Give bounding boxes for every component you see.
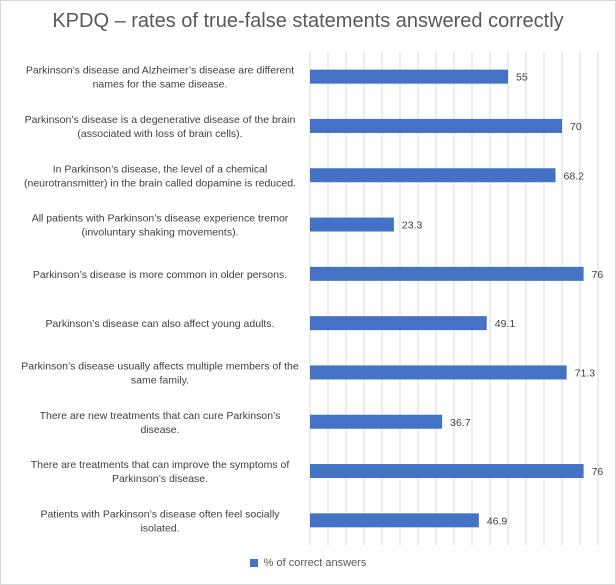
bar xyxy=(310,316,487,331)
bar xyxy=(310,266,584,281)
category-label: Parkinson’s disease is a degenerative di… xyxy=(25,114,296,140)
data-label: 76 xyxy=(592,466,604,478)
data-label: 68.2 xyxy=(564,170,585,182)
data-label: 55 xyxy=(516,72,528,84)
legend-label: % of correct answers xyxy=(263,557,367,570)
chart-title: KPDQ – rates of true-false statements an… xyxy=(52,10,564,32)
bar xyxy=(310,217,394,232)
category-label: There are new treatments that can cure P… xyxy=(40,410,281,436)
category-label: Parkinson’s disease and Alzheimer’s dise… xyxy=(26,65,294,91)
category-label: Parkinson’s disease can also affect youn… xyxy=(45,318,274,330)
category-label: Parkinson’s disease is more common in ol… xyxy=(33,269,287,281)
category-label: Parkinson’s disease usually affects mult… xyxy=(21,360,299,386)
bar xyxy=(310,365,567,380)
data-label: 36.7 xyxy=(450,417,471,429)
category-label: In Parkinson’s disease, the level of a c… xyxy=(24,163,296,189)
category-label: All patients with Parkinson’s disease ex… xyxy=(32,213,289,239)
bar xyxy=(310,168,556,183)
data-label: 70 xyxy=(570,121,582,133)
legend: % of correct answers xyxy=(0,557,616,569)
bar xyxy=(310,118,562,133)
bar xyxy=(310,69,508,84)
category-label: There are treatments that can improve th… xyxy=(31,459,290,485)
legend-swatch xyxy=(249,559,258,568)
bar xyxy=(310,513,479,528)
data-label: 76 xyxy=(592,269,604,281)
category-label: Patients with Parkinson’s disease often … xyxy=(40,508,280,534)
bar xyxy=(310,414,443,429)
data-label: 71.3 xyxy=(575,367,596,379)
data-label: 23.3 xyxy=(402,220,423,232)
data-label: 49.1 xyxy=(495,318,516,330)
data-label: 46.9 xyxy=(487,515,508,527)
bar xyxy=(310,464,584,479)
